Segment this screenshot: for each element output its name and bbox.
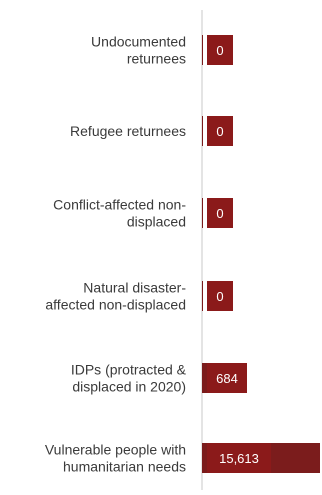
bar-4 <box>202 363 208 393</box>
category-label-0-line-0: Undocumented <box>91 34 186 50</box>
category-label-5-line-1: humanitarian needs <box>63 459 186 475</box>
category-label-2-line-1: displaced <box>127 214 186 230</box>
category-label-4-line-1: displaced in 2020) <box>72 379 186 395</box>
bar-2 <box>202 198 203 228</box>
value-label-3: 0 <box>216 289 223 304</box>
value-labels-group: 0 0 0 0 684 15,613 <box>207 35 271 473</box>
bar-1 <box>202 116 203 146</box>
value-label-1: 0 <box>216 124 223 139</box>
category-label-3-line-0: Natural disaster- <box>83 280 186 296</box>
value-label-box-1 <box>207 116 233 146</box>
value-label-5: 15,613 <box>219 451 259 466</box>
value-label-box-2 <box>207 198 233 228</box>
value-label-box-3 <box>207 281 233 311</box>
value-label-2: 0 <box>216 206 223 221</box>
category-label-5-line-0: Vulnerable people with <box>45 442 186 458</box>
category-label-0-line-1: returnees <box>127 51 186 67</box>
value-label-box-4 <box>207 363 247 393</box>
value-label-box-5 <box>207 443 271 473</box>
bars-group <box>202 35 320 473</box>
category-label-1-line-0: Refugee returnees <box>70 123 186 139</box>
value-label-4: 684 <box>216 371 238 386</box>
category-label-2-line-0: Conflict-affected non- <box>53 197 186 213</box>
value-label-0: 0 <box>216 43 223 58</box>
category-label-3-line-1: affected non-displaced <box>45 297 186 313</box>
value-label-box-0 <box>207 35 233 65</box>
bar-3 <box>202 281 203 311</box>
bar-0 <box>202 35 203 65</box>
category-label-4-line-0: IDPs (protracted & <box>71 362 187 378</box>
